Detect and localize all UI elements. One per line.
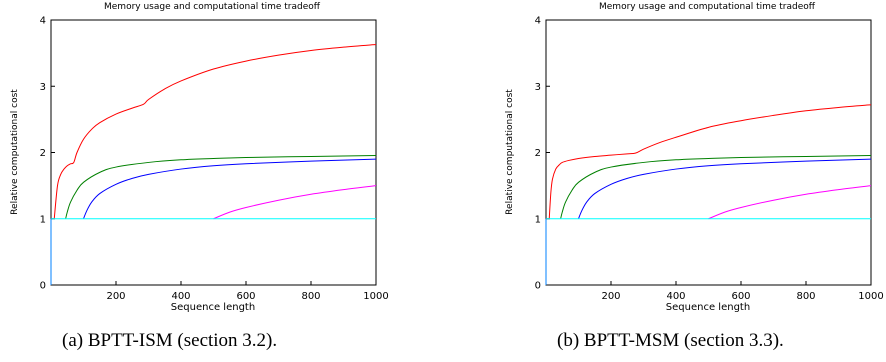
y-tick-label: 2 <box>40 148 46 159</box>
y-tick-label: 4 <box>40 16 46 27</box>
x-axis-label: Sequence length <box>171 302 255 313</box>
chart-title: Memory usage and computational time trad… <box>104 2 321 12</box>
y-tick-label: 1 <box>535 214 541 225</box>
y-tick-label: 1 <box>40 214 46 225</box>
plot-frame <box>50 19 377 286</box>
x-tick-label: 800 <box>301 291 320 302</box>
series-line <box>548 104 872 219</box>
x-tick-label: 600 <box>731 291 750 302</box>
series-line <box>578 158 872 219</box>
x-axis-label: Sequence length <box>666 302 750 313</box>
series-line <box>560 154 872 219</box>
y-tick-label: 2 <box>535 148 541 159</box>
y-tick-label: 4 <box>535 16 541 27</box>
x-tick-label: 200 <box>106 291 125 302</box>
series-line <box>53 44 377 219</box>
chart-panel-a: Memory usage and computational time trad… <box>10 2 389 313</box>
x-tick-label: 800 <box>796 291 815 302</box>
caption-b: (b) BPTT-MSM (section 3.3). <box>557 330 784 351</box>
y-axis-label: Relative computational cost <box>505 89 515 215</box>
y-tick-label: 3 <box>535 82 541 93</box>
axis-ticks: 200 400 600 800 1000 0 1 2 3 4 <box>40 16 389 303</box>
series-line <box>708 185 872 220</box>
chart-title: Memory usage and computational time trad… <box>599 2 816 12</box>
caption-a: (a) BPTT-ISM (section 3.2). <box>62 330 278 351</box>
x-tick-label: 1000 <box>363 291 388 302</box>
y-tick-label: 3 <box>40 82 46 93</box>
chart-panel-b: Memory usage and computational time trad… <box>505 2 884 313</box>
y-axis-label: Relative computational cost <box>10 89 20 215</box>
series-line <box>213 185 377 220</box>
x-tick-label: 1000 <box>858 291 883 302</box>
series-line <box>83 158 377 219</box>
y-tick-label: 0 <box>535 281 541 292</box>
series-layer <box>50 44 377 285</box>
axis-ticks: 200 400 600 800 1000 0 1 2 3 4 <box>535 16 884 303</box>
series-layer <box>545 104 872 285</box>
x-tick-label: 400 <box>171 291 190 302</box>
x-tick-label: 600 <box>236 291 255 302</box>
y-tick-label: 0 <box>40 281 46 292</box>
x-tick-label: 200 <box>601 291 620 302</box>
plot-frame <box>545 19 872 286</box>
series-line <box>65 154 377 219</box>
x-tick-label: 400 <box>666 291 685 302</box>
